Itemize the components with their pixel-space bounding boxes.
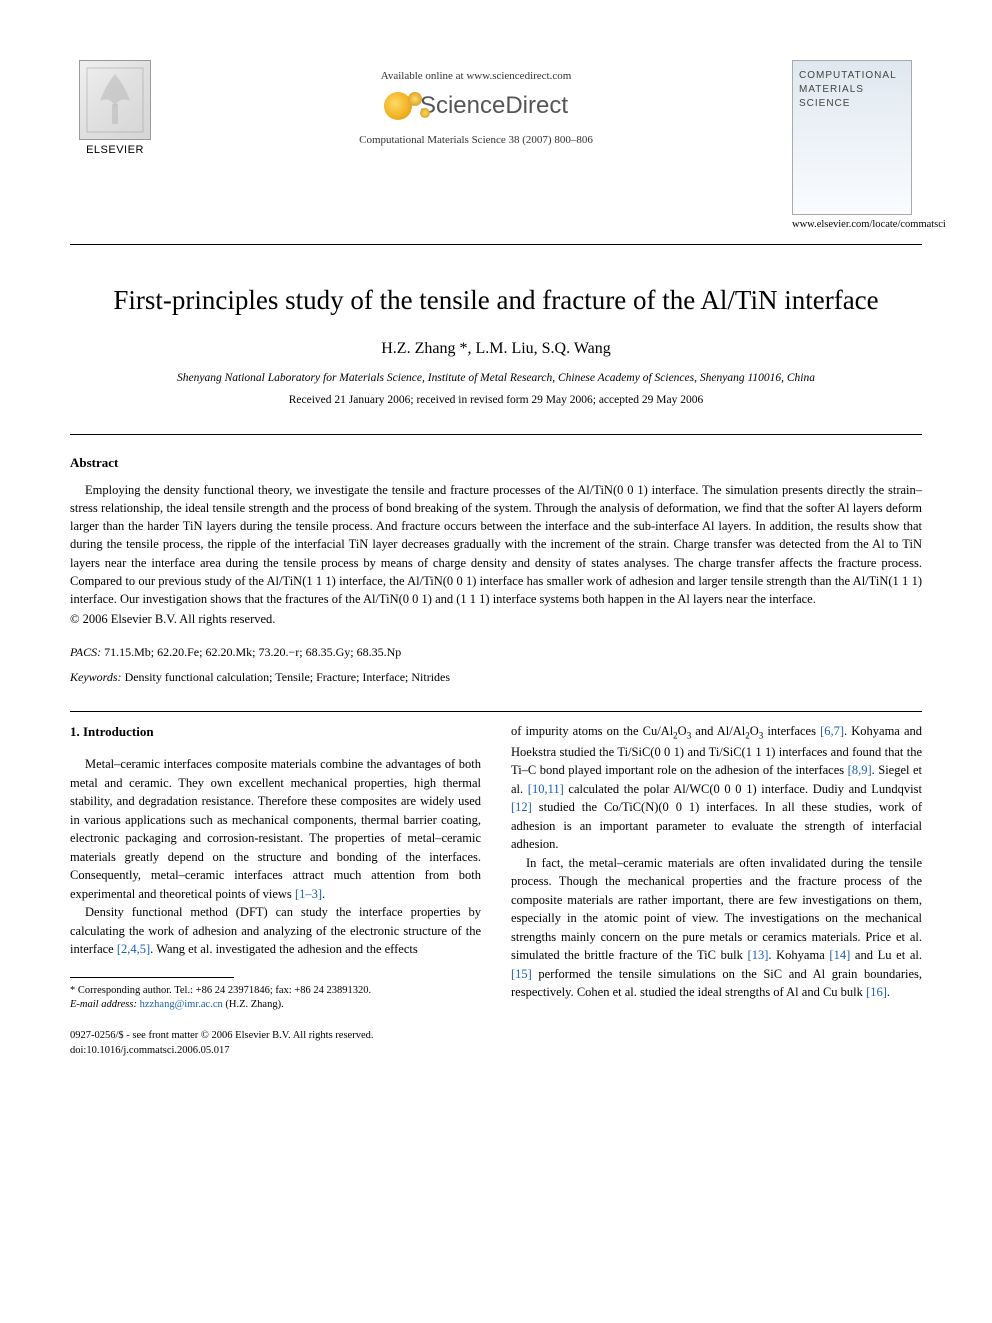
affiliation: Shenyang National Laboratory for Materia…: [70, 372, 922, 384]
elsevier-label: ELSEVIER: [70, 144, 160, 156]
available-online-text: Available online at www.sciencedirect.co…: [160, 70, 792, 82]
header-row: ELSEVIER Available online at www.science…: [70, 60, 922, 230]
c2p1a: of impurity atoms on the Cu/Al: [511, 724, 673, 738]
journal-cover-block: COMPUTATIONAL MATERIALS SCIENCE www.else…: [792, 60, 922, 230]
rule-before-abstract: [70, 434, 922, 435]
email-label: E-mail address:: [70, 999, 137, 1010]
intro-para-2: Density functional method (DFT) can stud…: [70, 903, 481, 959]
ref-15[interactable]: [15]: [511, 967, 532, 981]
right-column: of impurity atoms on the Cu/Al2O3 and Al…: [511, 722, 922, 1058]
ref-6-7[interactable]: [6,7]: [820, 724, 844, 738]
abstract-block: Abstract Employing the density functiona…: [70, 455, 922, 627]
intro-para-1: Metal–ceramic interfaces composite mater…: [70, 755, 481, 903]
c2p1g: studied the Co/TiC(N)(0 0 1) interfaces.…: [511, 800, 922, 851]
intro-p1-end: .: [322, 887, 325, 901]
bottom-meta: 0927-0256/$ - see front matter © 2006 El…: [70, 1029, 481, 1058]
header-center: Available online at www.sciencedirect.co…: [160, 60, 792, 146]
abstract-label: Abstract: [70, 455, 922, 471]
ref-1-3[interactable]: [1–3]: [295, 887, 322, 901]
pacs-line: PACS: 71.15.Mb; 62.20.Fe; 62.20.Mk; 73.2…: [70, 645, 922, 660]
rule-top: [70, 244, 922, 245]
sub-2o3-2: 2: [745, 730, 750, 740]
c2p1b: and Al/Al: [691, 724, 745, 738]
article-dates: Received 21 January 2006; received in re…: [70, 394, 922, 406]
ref-8-9[interactable]: [8,9]: [848, 763, 872, 777]
ref-14[interactable]: [14]: [829, 948, 850, 962]
article-title: First-principles study of the tensile an…: [70, 285, 922, 316]
ref-13[interactable]: [13]: [748, 948, 769, 962]
doi-line: doi:10.1016/j.commatsci.2006.05.017: [70, 1044, 481, 1059]
c2p1c: interfaces: [763, 724, 820, 738]
two-column-body: 1. Introduction Metal–ceramic interfaces…: [70, 722, 922, 1058]
c2p2a: In fact, the metal–ceramic materials are…: [511, 856, 922, 963]
sub-2o3-1: 2: [673, 730, 678, 740]
cover-title-3: SCIENCE: [799, 97, 905, 111]
c2p1f: calculated the polar Al/WC(0 0 0 1) inte…: [564, 782, 922, 796]
cover-title-1: COMPUTATIONAL: [799, 69, 905, 83]
c2p2d: performed the tensile simulations on the…: [511, 967, 922, 1000]
journal-reference: Computational Materials Science 38 (2007…: [160, 134, 792, 146]
pacs-value: 71.15.Mb; 62.20.Fe; 62.20.Mk; 73.20.−r; …: [104, 645, 401, 659]
corresponding-author: * Corresponding author. Tel.: +86 24 239…: [70, 984, 481, 999]
cover-title-2: MATERIALS: [799, 83, 905, 97]
elsevier-tree-logo: [79, 60, 151, 140]
c2p2c: and Lu et al.: [850, 948, 922, 962]
journal-cover: COMPUTATIONAL MATERIALS SCIENCE: [792, 60, 912, 215]
sciencedirect-icon: [384, 92, 412, 120]
footnote-rule: [70, 977, 234, 978]
left-column: 1. Introduction Metal–ceramic interfaces…: [70, 722, 481, 1058]
c2p2b: . Kohyama: [768, 948, 829, 962]
ref-10-11[interactable]: [10,11]: [528, 782, 564, 796]
email-address[interactable]: hzzhang@imr.ac.cn: [140, 999, 223, 1010]
intro-para-3: In fact, the metal–ceramic materials are…: [511, 854, 922, 1002]
authors-text: H.Z. Zhang *, L.M. Liu, S.Q. Wang: [381, 340, 611, 357]
keywords-line: Keywords: Density functional calculation…: [70, 670, 922, 685]
intro-p1-text: Metal–ceramic interfaces composite mater…: [70, 757, 481, 901]
ref-12[interactable]: [12]: [511, 800, 532, 814]
section-1-heading: 1. Introduction: [70, 722, 481, 741]
abstract-text: Employing the density functional theory,…: [70, 481, 922, 608]
page-container: ELSEVIER Available online at www.science…: [0, 0, 992, 1098]
abstract-copyright: © 2006 Elsevier B.V. All rights reserved…: [70, 612, 922, 627]
sciencedirect-row: ScienceDirect: [160, 92, 792, 120]
front-matter-line: 0927-0256/$ - see front matter © 2006 El…: [70, 1029, 481, 1044]
email-owner: (H.Z. Zhang).: [225, 999, 283, 1010]
ref-16[interactable]: [16]: [866, 985, 887, 999]
pacs-label: PACS:: [70, 645, 101, 659]
rule-after-keywords: [70, 711, 922, 712]
authors-line: H.Z. Zhang *, L.M. Liu, S.Q. Wang: [70, 340, 922, 358]
keywords-value: Density functional calculation; Tensile;…: [125, 670, 451, 684]
sciencedirect-label: ScienceDirect: [420, 92, 568, 120]
keywords-label: Keywords:: [70, 670, 122, 684]
c2p2e: .: [887, 985, 890, 999]
publisher-block: ELSEVIER: [70, 60, 160, 156]
journal-url: www.elsevier.com/locate/commatsci: [792, 219, 922, 230]
intro-para-2-cont: of impurity atoms on the Cu/Al2O3 and Al…: [511, 722, 922, 854]
ref-2-4-5[interactable]: [2,4,5]: [117, 942, 150, 956]
footnote-block: * Corresponding author. Tel.: +86 24 239…: [70, 984, 481, 1013]
intro-p2b: . Wang et al. investigated the adhesion …: [150, 942, 418, 956]
email-line: E-mail address: hzzhang@imr.ac.cn (H.Z. …: [70, 998, 481, 1013]
